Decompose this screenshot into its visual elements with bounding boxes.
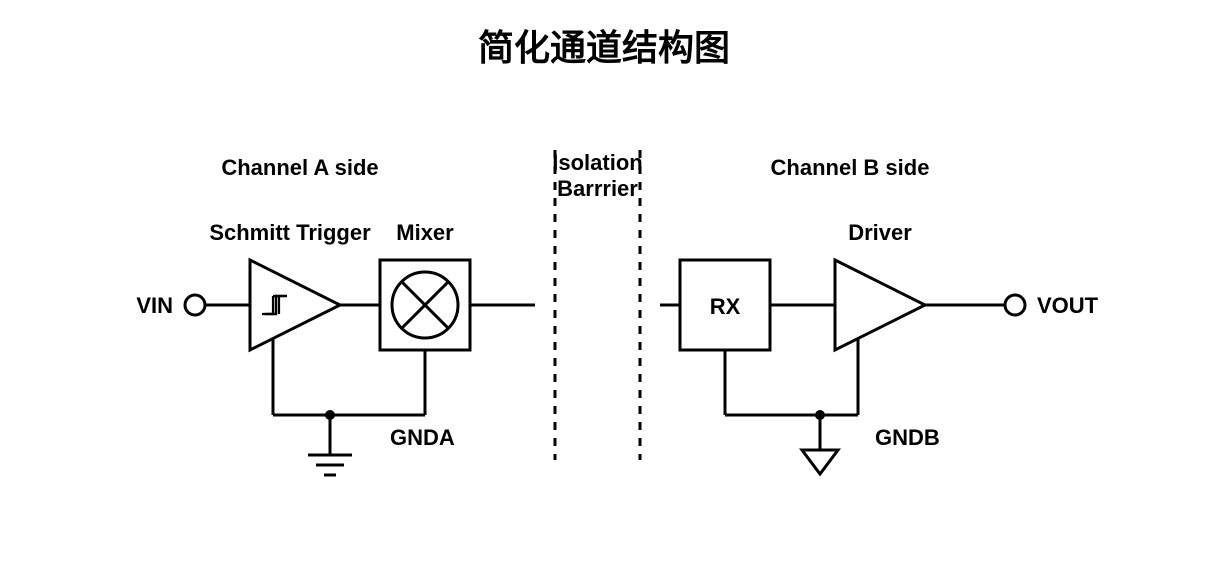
schmitt-label: Schmitt Trigger [209, 220, 371, 245]
driver-icon [835, 260, 925, 350]
gndb-label: GNDB [875, 425, 940, 450]
vout-label: VOUT [1037, 293, 1099, 318]
channel-a-label: Channel A side [221, 155, 378, 180]
vin-terminal-icon [185, 295, 205, 315]
schmitt-trigger-icon [250, 260, 340, 350]
isolation-label-1: Isolation [552, 150, 642, 175]
channel-b-label: Channel B side [771, 155, 930, 180]
driver-label: Driver [848, 220, 912, 245]
rx-text: RX [710, 294, 741, 319]
gndb-triangle-icon [802, 450, 838, 474]
isolation-label-2: Barrrier [557, 176, 638, 201]
circuit-diagram-svg: 简化通道结构图 Channel A side IsolationBarrrier Ch… [0, 0, 1208, 561]
vin-label: VIN [136, 293, 173, 318]
diagram-root: 简化通道结构图 Channel A side IsolationBarrrier Ch… [0, 0, 1208, 561]
vout-terminal-icon [1005, 295, 1025, 315]
hysteresis-icon-2 [262, 296, 284, 314]
mixer-label: Mixer [396, 220, 454, 245]
diagram-title: 简化通道结构图 [478, 27, 730, 68]
gnda-label: GNDA [390, 425, 455, 450]
hysteresis-icon [265, 296, 287, 314]
